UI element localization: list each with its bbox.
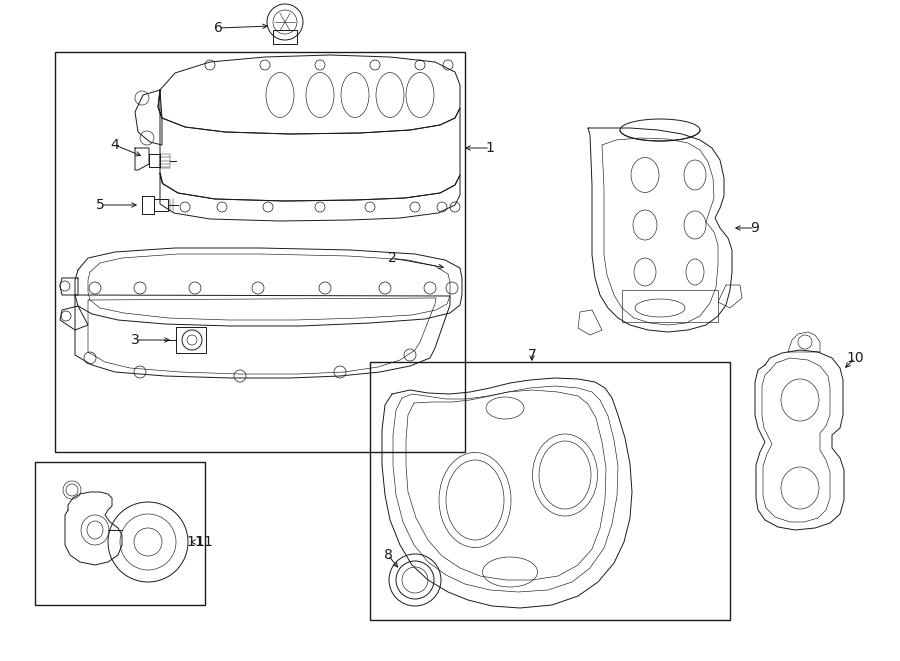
Text: 2: 2	[388, 251, 396, 265]
Text: 1: 1	[486, 141, 494, 155]
Text: 8: 8	[383, 548, 392, 562]
Text: 11: 11	[186, 535, 204, 549]
Bar	[370, 362, 730, 620]
Bar	[622, 290, 718, 322]
Bar	[176, 327, 206, 353]
Bar	[35, 462, 205, 605]
Text: 4: 4	[111, 138, 120, 152]
Bar	[273, 30, 297, 44]
Text: 10: 10	[846, 351, 864, 365]
Text: 7: 7	[527, 348, 536, 362]
Text: 6: 6	[213, 21, 222, 35]
Text: 11: 11	[195, 535, 212, 549]
Bar	[55, 52, 465, 452]
Text: 3: 3	[130, 333, 140, 347]
Text: 5: 5	[95, 198, 104, 212]
Text: 9: 9	[751, 221, 760, 235]
